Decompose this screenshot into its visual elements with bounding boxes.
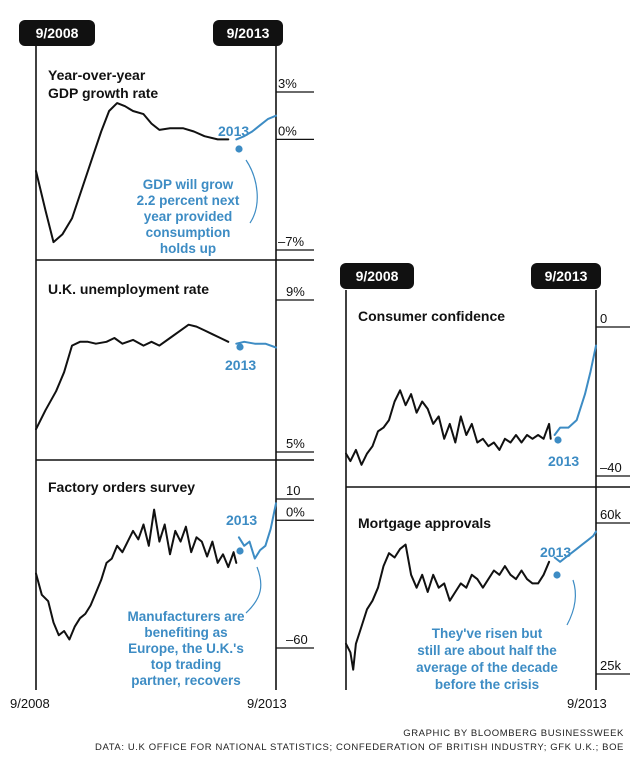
factory-orders-annotation-line-0: Manufacturers are: [127, 609, 245, 624]
bottom-label-left-start: 9/2008: [10, 696, 50, 711]
unemployment-tick-label-0: 9%: [286, 284, 305, 299]
gdp-annotation-line-4: holds up: [160, 241, 216, 256]
gdp-title-line2: GDP growth rate: [48, 85, 158, 101]
mortgage-approvals-annotation-arrow: [566, 579, 577, 626]
factory-orders-forecast-line: [237, 502, 277, 560]
credit-line-2: DATA: U.K OFFICE FOR NATIONAL STATISTICS…: [95, 742, 624, 753]
factory-orders-annotation-arrow: [245, 566, 262, 614]
mortgage-approvals-actual-line: [345, 543, 551, 671]
factory-orders-annotation-line-4: partner, recovers: [131, 673, 241, 688]
consumer-confidence-actual-line: [345, 389, 552, 466]
bottom-label-right-end: 9/2013: [567, 696, 607, 711]
factory-orders-tick-label-2: –60: [286, 632, 308, 647]
factory-orders-forecast-dot: [236, 547, 244, 555]
mortgage-approvals-annotation: They've risen but still are about half th…: [416, 626, 558, 692]
gdp-annotation-arrow: [245, 159, 258, 224]
gdp-annotation-line-0: GDP will grow: [143, 177, 234, 192]
gdp-title-line1: Year-over-year: [48, 67, 146, 83]
consumer-confidence-tick-label-0: 0: [600, 311, 607, 326]
factory-orders-tick-label-1: 0%: [286, 504, 305, 519]
mortgage-approvals-forecast-line: [553, 530, 597, 563]
gdp-forecast-dot: [235, 145, 243, 153]
tag-right-start-label: 9/2008: [356, 268, 399, 284]
unemployment-actual-line: [35, 323, 230, 431]
tag-left-end: 9/2013: [213, 20, 283, 46]
gdp-tick-label-0: 3%: [278, 76, 297, 91]
factory-orders-annotation-line-3: top trading: [151, 657, 222, 672]
unemployment-panel: 9% 5% 2013: [35, 284, 314, 453]
tag-left-start: 9/2008: [19, 20, 95, 46]
factory-orders-annotation-line-1: benefiting as: [144, 625, 227, 640]
gdp-annotation: GDP will grow 2.2 percent next year provid…: [137, 177, 240, 256]
tag-left-start-label: 9/2008: [36, 25, 79, 41]
credit-line-1: GRAPHIC BY BLOOMBERG BUSINESSWEEK: [403, 728, 624, 739]
mortgage-approvals-forecast-dot: [553, 571, 561, 579]
tag-right-end: 9/2013: [531, 263, 601, 289]
tag-left-end-label: 9/2013: [227, 25, 270, 41]
factory-orders-panel: 10 0% –60 2013 Manufacturers are benefiting a…: [35, 483, 314, 688]
gdp-year-label: 2013: [218, 123, 249, 139]
factory-orders-actual-line: [35, 508, 238, 641]
factory-orders-tick-label-0: 10: [286, 483, 300, 498]
mortgage-approvals-title: Mortgage approvals: [358, 515, 491, 531]
gdp-annotation-line-1: 2.2 percent next: [137, 193, 240, 208]
mortgage-approvals-annotation-line-1: still are about half the: [417, 643, 557, 658]
consumer-confidence-tick-label-1: –40: [600, 460, 622, 475]
gdp-annotation-line-2: year provided: [144, 209, 233, 224]
unemployment-year-label: 2013: [225, 357, 256, 373]
tag-right-end-label: 9/2013: [545, 268, 588, 284]
unemployment-title: U.K. unemployment rate: [48, 281, 209, 297]
gdp-panel: 3% 0% –7% 2013 GDP will grow 2.2 percent next…: [35, 76, 314, 256]
mortgage-approvals-year-label: 2013: [540, 544, 571, 560]
consumer-confidence-title: Consumer confidence: [358, 308, 505, 324]
mortgage-approvals-tick-label-1: 25k: [600, 658, 621, 673]
gdp-tick-label-2: –7%: [278, 234, 304, 249]
factory-orders-annotation-line-2: Europe, the U.K.'s: [128, 641, 244, 656]
mortgage-approvals-annotation-line-3: before the crisis: [435, 677, 539, 692]
gdp-actual-line: [35, 102, 230, 244]
bottom-label-left-end: 9/2013: [247, 696, 287, 711]
gdp-tick-label-1: 0%: [278, 123, 297, 138]
consumer-confidence-forecast-dot: [554, 436, 562, 444]
factory-orders-title: Factory orders survey: [48, 479, 195, 495]
gdp-annotation-line-3: consumption: [146, 225, 231, 240]
unemployment-forecast-line: [235, 340, 277, 349]
tag-right-start: 9/2008: [340, 263, 414, 289]
unemployment-forecast-dot: [236, 343, 244, 351]
mortgage-approvals-annotation-line-2: average of the decade: [416, 660, 558, 675]
mortgage-approvals-annotation-line-0: They've risen but: [432, 626, 543, 641]
consumer-confidence-year-label: 2013: [548, 453, 579, 469]
gdp-forecast-line: [235, 114, 277, 141]
unemployment-tick-label-1: 5%: [286, 436, 305, 451]
factory-orders-year-label: 2013: [226, 512, 257, 528]
mortgage-approvals-panel: 60k 25k 2013 They've risen but still are abo…: [345, 507, 630, 692]
factory-orders-annotation: Manufacturers are benefiting as Europe, th…: [127, 609, 245, 688]
mortgage-approvals-tick-label-0: 60k: [600, 507, 621, 522]
gdp-title: Year-over-year GDP growth rate: [48, 67, 158, 101]
consumer-confidence-forecast-line: [553, 344, 597, 436]
consumer-confidence-panel: 0 –40 2013: [345, 311, 630, 477]
